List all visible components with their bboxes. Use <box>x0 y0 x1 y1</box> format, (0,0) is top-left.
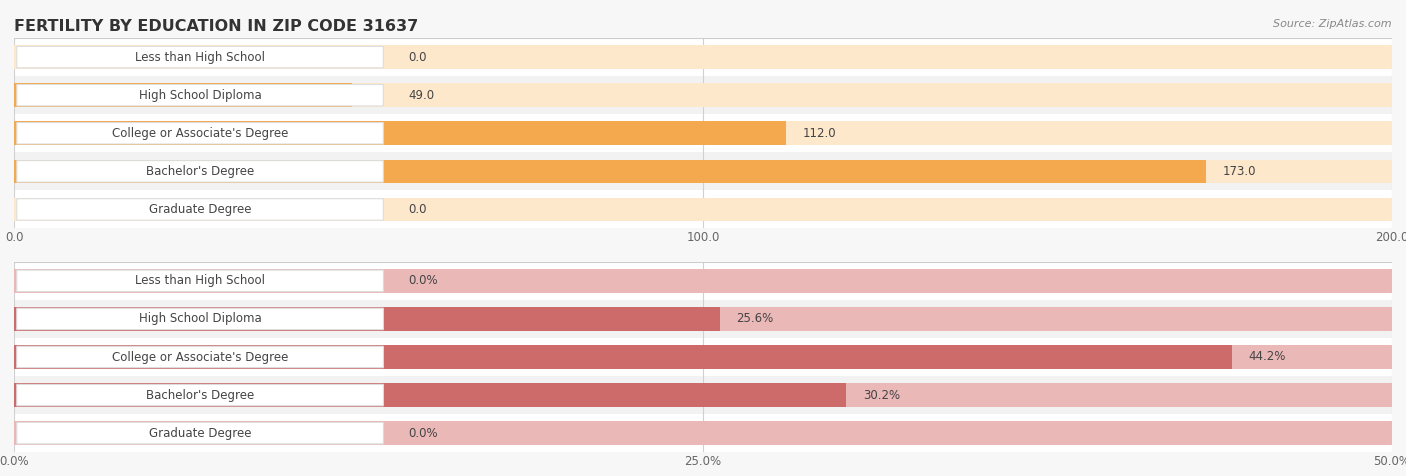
FancyBboxPatch shape <box>17 384 384 406</box>
Bar <box>14 83 1392 107</box>
Text: Graduate Degree: Graduate Degree <box>149 426 252 440</box>
Bar <box>14 76 1392 114</box>
Text: Less than High School: Less than High School <box>135 274 266 288</box>
Text: 49.0: 49.0 <box>409 89 434 102</box>
FancyBboxPatch shape <box>17 422 384 444</box>
Bar <box>14 414 1392 452</box>
Text: Bachelor's Degree: Bachelor's Degree <box>146 388 254 402</box>
Bar <box>14 421 1392 445</box>
Bar <box>14 345 1232 369</box>
Text: Graduate Degree: Graduate Degree <box>149 203 252 216</box>
Bar <box>14 45 1392 69</box>
Bar <box>14 121 1392 145</box>
Bar <box>14 307 1392 331</box>
Text: FERTILITY BY EDUCATION IN ZIP CODE 31637: FERTILITY BY EDUCATION IN ZIP CODE 31637 <box>14 19 419 34</box>
Bar <box>14 152 1392 190</box>
FancyBboxPatch shape <box>17 346 384 368</box>
Text: 173.0: 173.0 <box>1222 165 1256 178</box>
Text: Bachelor's Degree: Bachelor's Degree <box>146 165 254 178</box>
Bar <box>14 159 1206 183</box>
Text: Less than High School: Less than High School <box>135 50 266 64</box>
Bar <box>14 345 1392 369</box>
Bar <box>14 121 786 145</box>
Bar <box>14 383 1392 407</box>
Text: 112.0: 112.0 <box>803 127 835 140</box>
Text: 0.0: 0.0 <box>409 203 427 216</box>
FancyBboxPatch shape <box>17 160 384 182</box>
Text: 0.0%: 0.0% <box>409 426 439 440</box>
Bar <box>14 269 1392 293</box>
Bar <box>14 198 1392 221</box>
Text: 30.2%: 30.2% <box>863 388 900 402</box>
Bar <box>14 114 1392 152</box>
Text: 0.0: 0.0 <box>409 50 427 64</box>
Bar <box>14 159 1392 183</box>
Bar <box>14 38 1392 76</box>
Text: 0.0%: 0.0% <box>409 274 439 288</box>
Text: College or Associate's Degree: College or Associate's Degree <box>112 127 288 140</box>
Text: 25.6%: 25.6% <box>737 312 773 326</box>
Text: High School Diploma: High School Diploma <box>139 89 262 102</box>
Bar <box>14 383 846 407</box>
FancyBboxPatch shape <box>17 122 384 144</box>
FancyBboxPatch shape <box>17 46 384 68</box>
FancyBboxPatch shape <box>17 308 384 330</box>
Bar <box>14 338 1392 376</box>
Bar <box>14 190 1392 228</box>
Bar <box>14 83 352 107</box>
FancyBboxPatch shape <box>17 270 384 292</box>
FancyBboxPatch shape <box>17 84 384 106</box>
FancyBboxPatch shape <box>17 198 384 220</box>
Text: Source: ZipAtlas.com: Source: ZipAtlas.com <box>1274 19 1392 29</box>
Bar <box>14 262 1392 300</box>
Text: College or Associate's Degree: College or Associate's Degree <box>112 350 288 364</box>
Bar <box>14 376 1392 414</box>
Bar <box>14 300 1392 338</box>
Text: 44.2%: 44.2% <box>1249 350 1286 364</box>
Bar <box>14 307 720 331</box>
Text: High School Diploma: High School Diploma <box>139 312 262 326</box>
